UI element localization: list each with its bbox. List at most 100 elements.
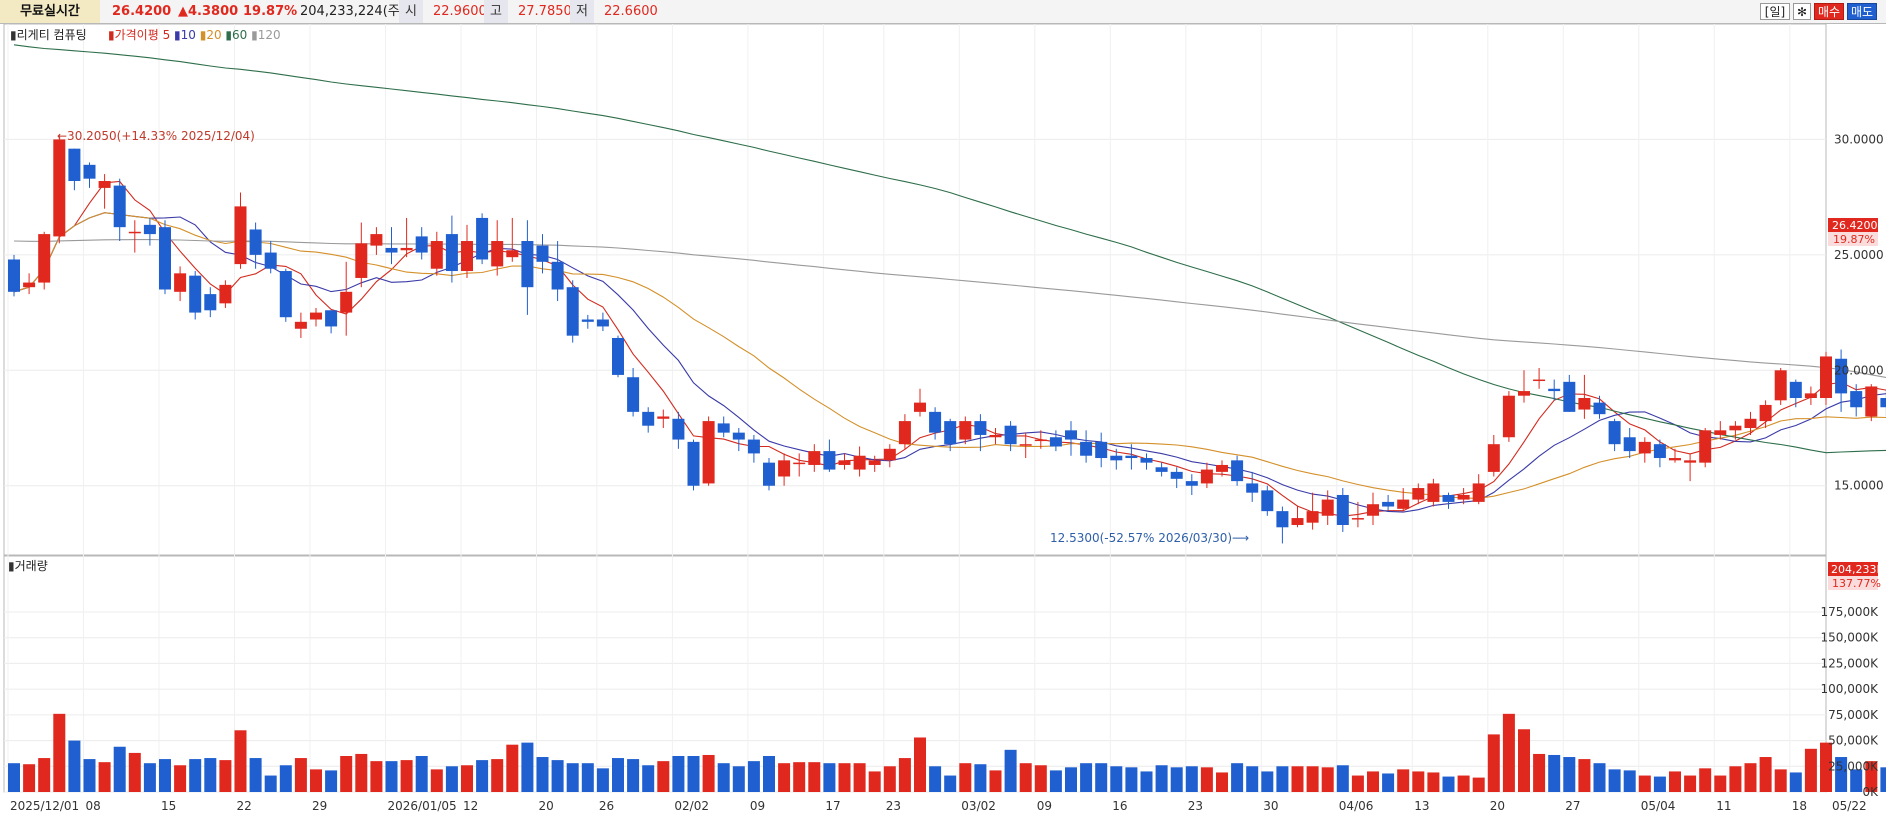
volume-bar	[310, 769, 322, 792]
candle-body	[1804, 393, 1817, 399]
volume-bar	[385, 761, 398, 792]
candle-body	[189, 275, 202, 313]
candle-body	[1306, 511, 1319, 523]
price-tick-label: 25.0000	[1834, 248, 1884, 262]
candle-body	[687, 441, 700, 486]
volume-bar	[657, 761, 670, 792]
realtime-title: 무료실시간	[0, 0, 100, 23]
volume-bar	[1487, 734, 1500, 792]
candle-body	[68, 148, 81, 181]
date-tick-label: 26	[599, 799, 614, 813]
candle-body	[83, 164, 96, 179]
candle-body	[506, 250, 519, 258]
candle-body	[868, 460, 881, 465]
volume-bar	[476, 760, 489, 792]
volume-bar	[1789, 772, 1802, 792]
ma-legend: ▮가격이평 5 ▮10 ▮20 ▮60 ▮120	[108, 28, 281, 42]
volume-bar	[264, 775, 277, 792]
volume-bar	[642, 765, 655, 792]
volume-bar	[1276, 766, 1289, 792]
stock-chart: 30.0000 25.0000 20.0000 15.0000 175,000K 150,…	[3, 24, 1886, 813]
volume-bar	[959, 763, 972, 792]
volume-bar	[98, 762, 111, 792]
candle-body	[1880, 398, 1886, 408]
candle-body	[763, 462, 775, 486]
volume-bar	[1095, 763, 1108, 792]
volume-bar	[370, 761, 383, 792]
volume-bar	[113, 746, 126, 792]
candle-body	[385, 247, 398, 253]
volume-bar	[461, 765, 473, 792]
date-tick-label: 11	[1716, 799, 1731, 813]
date-tick-label: 18	[1792, 799, 1807, 813]
candle-body	[1457, 494, 1470, 500]
volume-bar	[974, 764, 987, 792]
candle-body	[1427, 483, 1440, 502]
date-tick-label: 05/04	[1641, 799, 1676, 813]
candle-body	[1699, 430, 1712, 463]
low-annotation: 12.5300(-52.57% 2026/03/30)⟶	[1050, 531, 1249, 545]
candle-body	[989, 434, 1002, 438]
candle-body	[929, 411, 942, 433]
volume-bar	[823, 763, 836, 792]
volume-bar	[249, 758, 262, 792]
volume-bar	[219, 760, 232, 792]
current-price-tag	[1828, 218, 1878, 232]
candle-body	[1487, 444, 1500, 472]
candle-body	[778, 460, 791, 477]
volume-bar	[430, 769, 443, 792]
date-tick-label: 08	[86, 799, 101, 813]
volume-bar	[1049, 770, 1062, 792]
buy-button[interactable]: 매수	[1814, 3, 1844, 20]
volume-bar	[1019, 763, 1032, 792]
date-tick-label: 17	[825, 799, 840, 813]
candle-body	[521, 241, 534, 288]
volume-bar	[521, 742, 534, 792]
current-pct-tag-text: 19.87%	[1833, 233, 1875, 246]
candle-body	[898, 421, 911, 445]
volume-bar	[914, 737, 926, 792]
candle-body	[1125, 455, 1138, 459]
open-value: 22.9600	[433, 4, 487, 19]
candle-body	[1563, 381, 1576, 412]
candle-body	[808, 451, 821, 465]
candle-body	[1578, 398, 1591, 410]
candle-body	[98, 180, 111, 188]
candle-body	[1261, 490, 1274, 512]
volume-bar	[1200, 767, 1213, 792]
volume-bar	[672, 756, 685, 792]
ma60-line	[13, 44, 1886, 454]
date-tick-label: 09	[1037, 799, 1052, 813]
volume-bar	[1110, 766, 1123, 792]
candle-body	[143, 224, 156, 235]
candle-body	[1638, 441, 1651, 454]
volume-bar	[1140, 771, 1153, 792]
volume-bar	[506, 744, 519, 792]
candle-body	[732, 432, 745, 440]
volume-bar	[793, 762, 806, 792]
candle-body	[612, 337, 624, 375]
gear-icon[interactable]: ✻	[1793, 3, 1811, 20]
volume-bar	[491, 759, 504, 792]
volume-bar	[1548, 754, 1561, 792]
volume-bar	[732, 766, 745, 792]
current-price-tag-text: 26.4200	[1832, 219, 1878, 232]
volume-bar	[1080, 763, 1093, 792]
volume-tick-label: 75,000K	[1828, 708, 1879, 722]
candle-body	[566, 287, 579, 336]
volume-bar	[174, 765, 187, 792]
candle-body	[1442, 494, 1455, 502]
volume-bar	[1502, 713, 1515, 792]
volume-bar	[1744, 763, 1757, 792]
volume-bar	[1065, 767, 1077, 792]
volume-bar	[1533, 753, 1546, 792]
volume-tick-label: 150,000K	[1821, 631, 1880, 645]
ma120-line	[13, 238, 1886, 378]
period-button[interactable]: [일]	[1760, 3, 1790, 20]
volume-bar	[1231, 763, 1244, 792]
candle-body	[1397, 499, 1410, 509]
candle-body	[672, 418, 685, 440]
low-label: 저	[570, 0, 594, 23]
candle-body	[38, 234, 51, 283]
sell-button[interactable]: 매도	[1847, 3, 1877, 20]
